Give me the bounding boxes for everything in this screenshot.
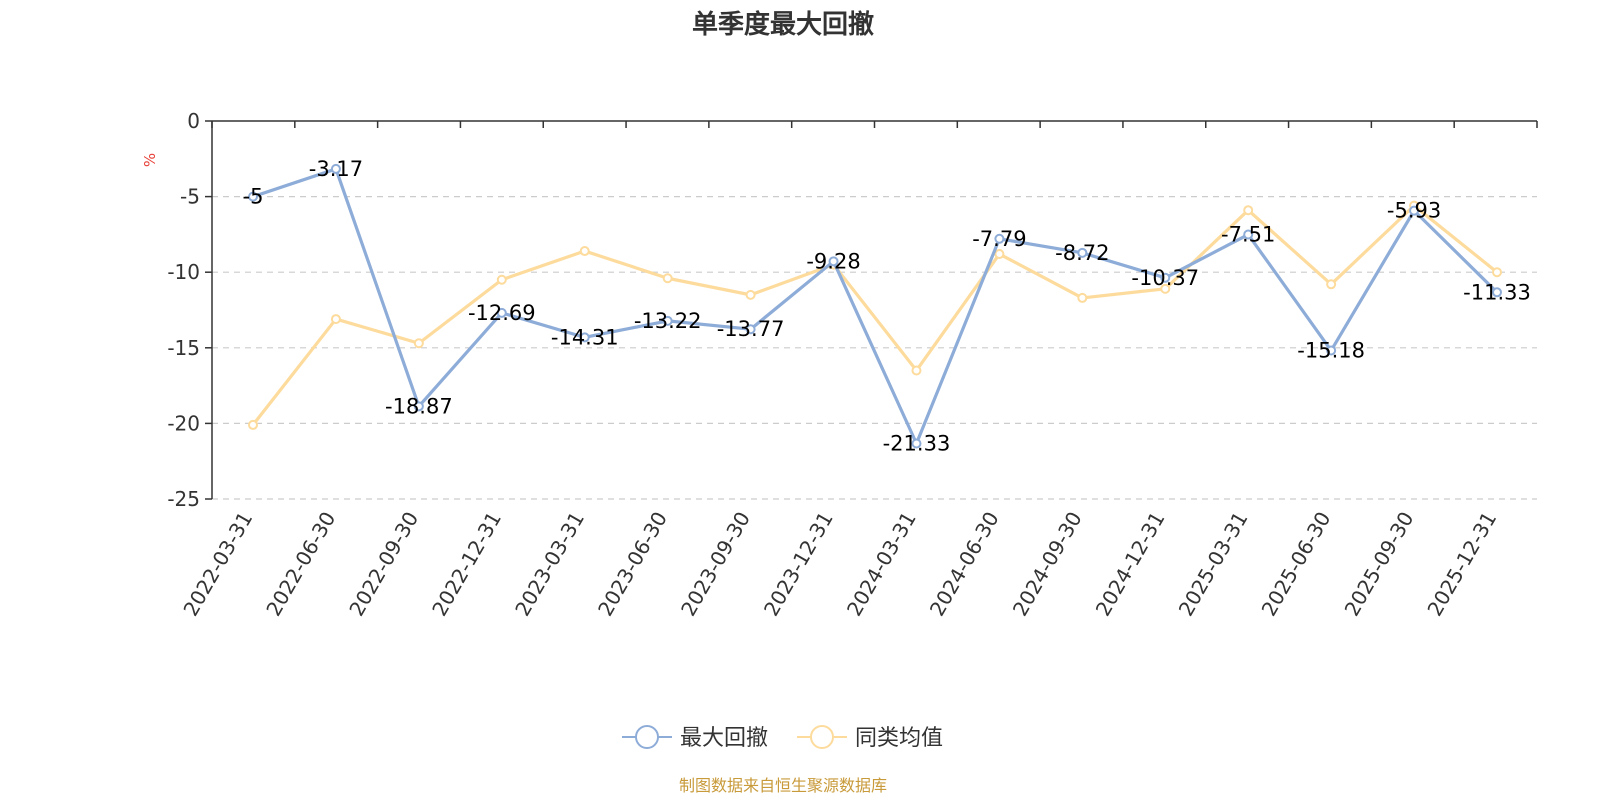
x-tick-label: 2022-09-30 (344, 508, 423, 621)
x-tick-label: 2022-03-31 (178, 508, 257, 621)
data-label: -3.17 (309, 157, 363, 181)
source-note: 制图数据来自恒生聚源数据库 (679, 776, 887, 795)
series-0 (248, 163, 1502, 449)
data-point[interactable] (911, 438, 922, 449)
data-label: -13.22 (634, 309, 702, 333)
legend-item[interactable]: 最大回撤 (622, 725, 768, 751)
x-tick-label: 2023-03-31 (510, 508, 589, 621)
data-label: -14.31 (551, 325, 619, 349)
data-point[interactable] (579, 246, 590, 257)
data-point[interactable] (413, 401, 424, 412)
data-point[interactable] (248, 419, 258, 430)
data-label: -5 (243, 185, 264, 209)
y-tick-label: -20 (167, 411, 200, 435)
data-point[interactable] (1492, 267, 1502, 278)
data-point[interactable] (1492, 287, 1502, 298)
data-point[interactable] (1077, 247, 1088, 258)
data-label: -11.33 (1463, 280, 1531, 304)
data-point[interactable] (1077, 292, 1088, 303)
data-labels: -5 -3.17 -18.87 -12.69 -14.31 -13.22 -13.77 -9.… (243, 157, 1531, 456)
data-point[interactable] (330, 314, 341, 325)
data-label: -18.87 (385, 394, 453, 418)
data-point[interactable] (248, 191, 258, 202)
x-tick-label: 2024-09-30 (1008, 508, 1087, 621)
data-point[interactable] (662, 315, 673, 326)
y-tick-label: -15 (167, 336, 200, 360)
data-label: -12.69 (468, 301, 536, 325)
y-tick-label: -5 (180, 185, 200, 209)
x-tick-label: 2023-12-31 (759, 508, 838, 621)
legend[interactable]: 最大回撤 同类均值 (622, 725, 943, 751)
data-point[interactable] (1326, 345, 1337, 356)
x-tick-label: 2024-12-31 (1091, 508, 1170, 621)
data-point[interactable] (1243, 229, 1254, 240)
data-point[interactable] (662, 273, 673, 284)
legend-label: 同类均值 (855, 726, 943, 751)
y-tick-label: -10 (167, 260, 200, 284)
data-label: -8.72 (1055, 241, 1109, 265)
x-tick-label: 2025-12-31 (1422, 508, 1501, 621)
data-label: -7.51 (1221, 223, 1275, 247)
series-line (251, 204, 1499, 426)
x-tick-label: 2025-03-31 (1174, 508, 1253, 621)
data-label: -13.77 (717, 317, 785, 341)
series-line (252, 167, 1499, 446)
data-point[interactable] (828, 256, 839, 267)
x-tick-label: 2022-12-31 (427, 508, 506, 621)
data-point[interactable] (994, 249, 1005, 260)
data-label: -10.37 (1131, 266, 1199, 290)
y-tick-label: -25 (167, 487, 200, 511)
data-point[interactable] (330, 163, 341, 174)
data-point[interactable] (1409, 205, 1420, 216)
data-label: -21.33 (883, 432, 951, 456)
data-point[interactable] (579, 332, 590, 343)
data-point[interactable] (413, 338, 424, 349)
data-point[interactable] (1326, 279, 1337, 290)
legend-item[interactable]: 同类均值 (797, 725, 943, 751)
x-tick-label: 2024-03-31 (842, 508, 921, 621)
data-label: -5.93 (1387, 199, 1441, 223)
data-point[interactable] (1243, 205, 1254, 216)
chart-title: 单季度最大回撤 (692, 9, 874, 40)
data-point[interactable] (496, 274, 507, 285)
y-axis-unit: % (141, 153, 159, 167)
data-label: -15.18 (1297, 339, 1365, 363)
data-point[interactable] (745, 289, 756, 300)
y-tick-label: 0 (187, 109, 200, 133)
x-tick-label: 2024-06-30 (925, 508, 1004, 621)
data-label: -7.79 (972, 227, 1026, 251)
x-tick-label: 2025-09-30 (1339, 508, 1418, 621)
legend-marker (810, 725, 834, 749)
series-lines (248, 163, 1502, 449)
data-point[interactable] (1160, 283, 1171, 294)
x-tick-label: 2025-06-30 (1257, 508, 1336, 621)
data-point[interactable] (745, 324, 756, 335)
x-tick-label: 2023-09-30 (676, 508, 755, 621)
data-label: -9.28 (806, 249, 860, 273)
x-tick-label: 2023-06-30 (593, 508, 672, 621)
legend-marker (635, 725, 659, 749)
x-tick-label: 2022-06-30 (261, 508, 340, 621)
data-point[interactable] (496, 307, 507, 318)
data-point[interactable] (994, 233, 1005, 244)
data-point[interactable] (1160, 272, 1171, 283)
legend-label: 最大回撤 (680, 726, 768, 751)
data-point[interactable] (911, 365, 922, 376)
